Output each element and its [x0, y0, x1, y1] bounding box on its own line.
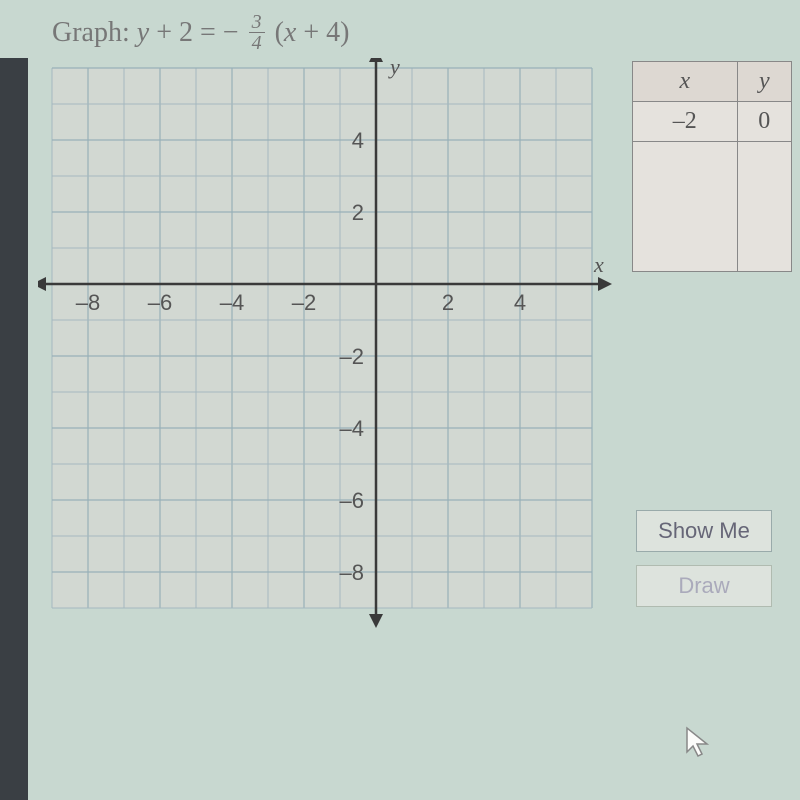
svg-text:–6: –6 — [340, 488, 364, 513]
eq-plus1: + 2 = — [149, 17, 223, 48]
grid-svg: –8 –6 –4 –2 2 4 –8 –6 –4 –2 2 4 x y — [38, 58, 612, 632]
draw-label: Draw — [678, 573, 729, 598]
cell-x: –2 — [633, 102, 738, 142]
eq-neg: − — [223, 17, 246, 48]
eq-open: ( — [268, 17, 284, 48]
col-y-header: y — [737, 62, 791, 102]
svg-text:y: y — [388, 58, 400, 79]
show-me-button[interactable]: Show Me — [636, 510, 772, 552]
svg-text:2: 2 — [352, 200, 364, 225]
coordinate-grid[interactable]: –8 –6 –4 –2 2 4 –8 –6 –4 –2 2 4 x y — [38, 58, 612, 632]
col-x-header: x — [633, 62, 738, 102]
data-table: x y –2 0 — [632, 61, 792, 272]
svg-text:4: 4 — [352, 128, 364, 153]
draw-button[interactable]: Draw — [636, 565, 772, 607]
eq-y: y — [137, 17, 149, 48]
table-row: –2 0 — [633, 102, 792, 142]
table-row-empty — [633, 142, 792, 272]
graph-prefix: Graph: — [52, 17, 137, 48]
svg-text:–8: –8 — [340, 560, 364, 585]
svg-text:4: 4 — [514, 290, 526, 315]
cursor-icon — [685, 726, 713, 760]
svg-text:–2: –2 — [292, 290, 316, 315]
cell-empty-y — [737, 142, 791, 272]
svg-text:–6: –6 — [148, 290, 172, 315]
equation-text: Graph: y + 2 = − 34 (x + 4) — [52, 14, 349, 55]
eq-frac-den: 4 — [249, 33, 265, 53]
svg-text:–4: –4 — [340, 416, 364, 441]
eq-frac-num: 3 — [249, 12, 265, 33]
svg-text:–8: –8 — [76, 290, 100, 315]
eq-plus2: + 4) — [296, 17, 349, 48]
svg-text:–4: –4 — [220, 290, 244, 315]
eq-x: x — [284, 17, 296, 48]
xy-table: x y –2 0 — [632, 61, 792, 272]
eq-fraction: 34 — [249, 12, 265, 53]
svg-text:–2: –2 — [340, 344, 364, 369]
svg-text:2: 2 — [442, 290, 454, 315]
cell-empty-x — [633, 142, 738, 272]
left-spine — [0, 58, 28, 800]
show-me-label: Show Me — [658, 518, 750, 543]
svg-text:x: x — [593, 252, 604, 277]
cell-y: 0 — [737, 102, 791, 142]
